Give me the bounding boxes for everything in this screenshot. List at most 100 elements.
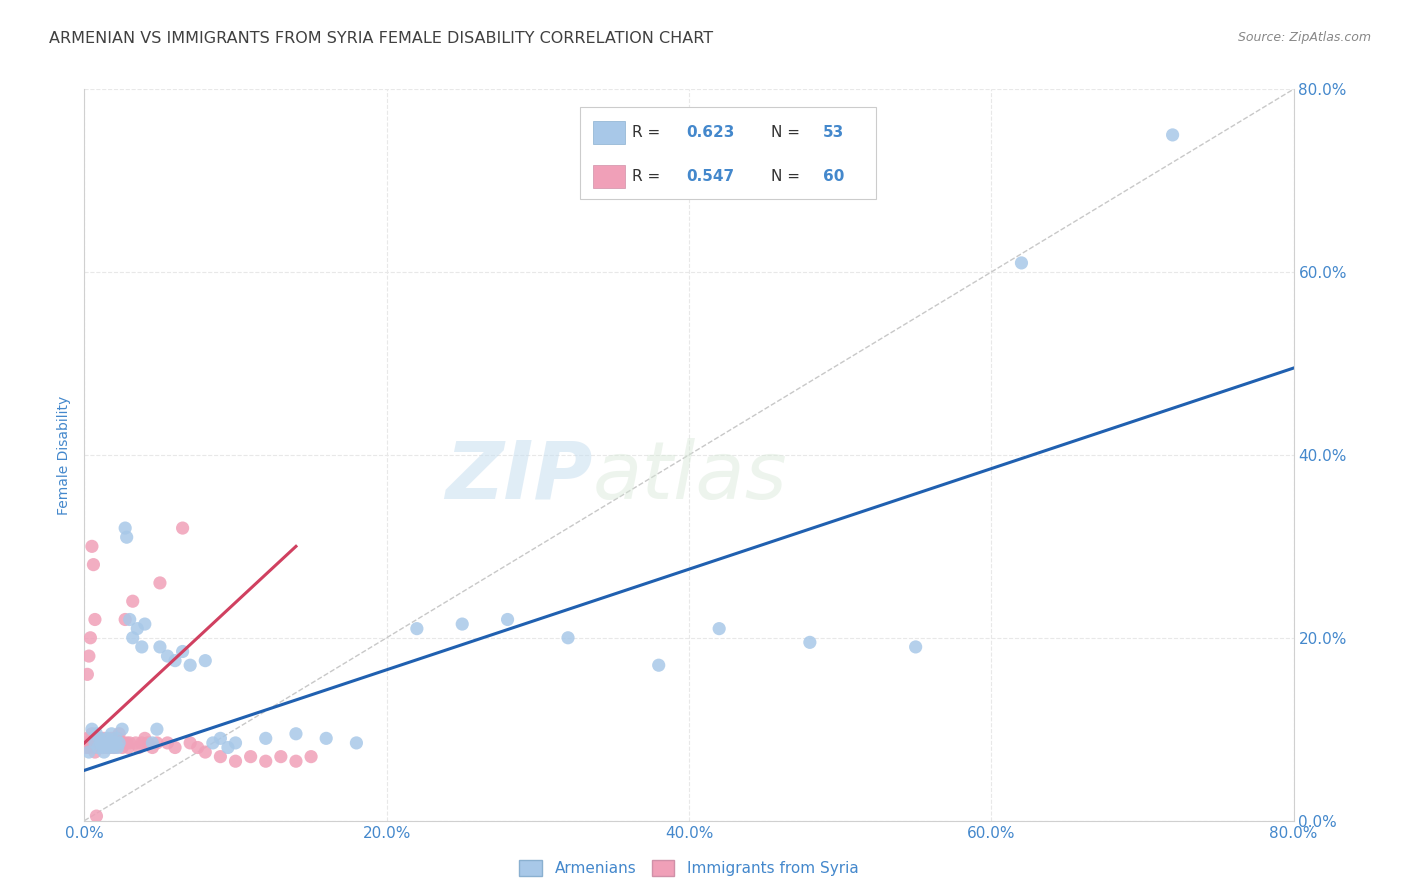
Point	[86, 736, 108, 750]
Point	[118, 613, 141, 627]
Point	[98, 736, 121, 750]
Text: ZIP: ZIP	[444, 438, 592, 516]
Point	[97, 736, 120, 750]
Point	[76, 667, 98, 681]
Text: 0.623: 0.623	[686, 125, 735, 140]
FancyBboxPatch shape	[593, 120, 624, 145]
Point	[187, 740, 209, 755]
Point	[141, 740, 163, 755]
Point	[346, 736, 368, 750]
Point	[128, 740, 150, 755]
Text: N =: N =	[770, 169, 806, 184]
Point	[79, 736, 101, 750]
Point	[172, 644, 194, 658]
Point	[80, 727, 103, 741]
Point	[89, 731, 111, 746]
Point	[165, 654, 187, 668]
Point	[82, 558, 104, 572]
Text: atlas: atlas	[592, 438, 787, 516]
Point	[115, 736, 138, 750]
Point	[108, 736, 131, 750]
Point	[111, 740, 134, 755]
Point	[91, 740, 114, 755]
Point	[84, 613, 107, 627]
Point	[77, 649, 100, 664]
Point	[80, 723, 103, 737]
Point	[1161, 128, 1184, 142]
Point	[557, 631, 579, 645]
Point	[101, 740, 124, 755]
Point	[131, 736, 153, 750]
Point	[239, 749, 262, 764]
Point	[315, 731, 337, 746]
Point	[110, 736, 132, 750]
Point	[112, 736, 135, 750]
Point	[75, 736, 97, 750]
Point	[84, 736, 107, 750]
Point	[217, 740, 239, 755]
Point	[84, 745, 107, 759]
Point	[209, 749, 232, 764]
Point	[89, 731, 111, 746]
Point	[146, 736, 169, 750]
Point	[96, 731, 118, 746]
Point	[82, 740, 104, 755]
Point	[93, 731, 115, 746]
Point	[108, 727, 131, 741]
Text: R =: R =	[633, 125, 665, 140]
Point	[406, 622, 429, 636]
Point	[709, 622, 731, 636]
Text: 0.547: 0.547	[686, 169, 735, 184]
FancyBboxPatch shape	[581, 108, 876, 199]
Point	[115, 530, 138, 544]
Text: 53: 53	[823, 125, 845, 140]
Point	[254, 754, 277, 768]
Point	[79, 631, 101, 645]
Point	[149, 576, 172, 591]
Point	[117, 740, 139, 755]
Point	[904, 640, 927, 654]
Y-axis label: Female Disability: Female Disability	[58, 395, 72, 515]
Point	[86, 727, 108, 741]
Text: 60: 60	[823, 169, 845, 184]
Point	[285, 727, 308, 741]
Point	[86, 809, 108, 823]
Point	[114, 521, 136, 535]
Text: R =: R =	[633, 169, 665, 184]
Point	[94, 736, 117, 750]
Point	[100, 731, 122, 746]
Point	[107, 740, 129, 755]
Point	[172, 521, 194, 535]
Point	[225, 736, 247, 750]
Point	[201, 736, 224, 750]
Point	[194, 745, 217, 759]
Point	[179, 736, 201, 750]
Point	[254, 731, 277, 746]
Point	[100, 727, 122, 741]
Point	[105, 736, 128, 750]
Point	[194, 654, 217, 668]
Point	[146, 723, 169, 737]
Point	[496, 613, 519, 627]
Point	[134, 617, 156, 632]
Point	[179, 658, 201, 673]
Point	[101, 736, 124, 750]
Text: Source: ZipAtlas.com: Source: ZipAtlas.com	[1237, 31, 1371, 45]
Point	[93, 745, 115, 759]
Point	[451, 617, 474, 632]
Point	[121, 631, 143, 645]
Point	[156, 736, 179, 750]
Point	[75, 740, 97, 755]
FancyBboxPatch shape	[593, 164, 624, 188]
Point	[96, 740, 118, 755]
Point	[87, 740, 110, 755]
Point	[90, 736, 112, 750]
Point	[225, 754, 247, 768]
Point	[77, 745, 100, 759]
Point	[111, 723, 134, 737]
Point	[648, 658, 671, 673]
Point	[121, 594, 143, 608]
Point	[799, 635, 821, 649]
Point	[165, 740, 187, 755]
Point	[91, 740, 114, 755]
